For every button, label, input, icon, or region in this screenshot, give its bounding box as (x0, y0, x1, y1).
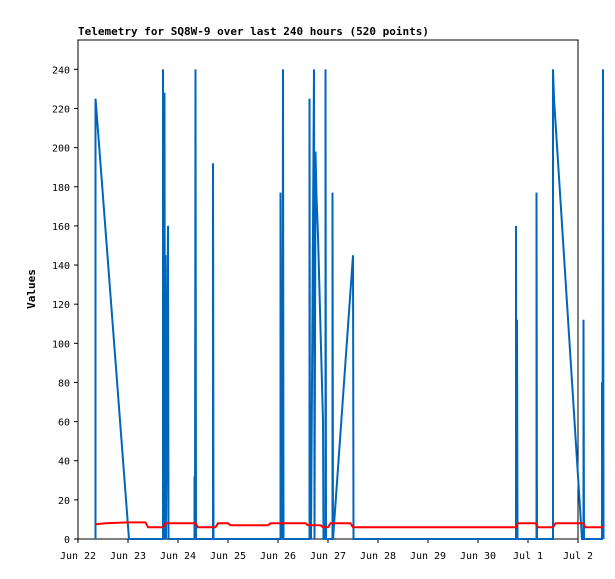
x-tick-label: Jun 23 (110, 551, 146, 562)
x-tick-label: Jun 29 (410, 551, 446, 562)
x-tick-label: Jun 26 (260, 551, 296, 562)
y-tick-label: 0 (64, 535, 70, 546)
chart-title: Telemetry for SQ8W-9 over last 240 hours… (78, 25, 429, 38)
y-axis: 0 20 40 60 80 100 120 140 160 180 200 220 240 (52, 65, 78, 546)
series-layer (94, 69, 605, 540)
y-tick-label: 20 (58, 496, 70, 507)
y-tick-label: 180 (52, 183, 70, 194)
x-tick-label: Jun 30 (460, 551, 496, 562)
y-tick-label: 200 (52, 144, 70, 155)
x-tick-label: Jun 22 (60, 551, 96, 562)
series-line-blue (94, 69, 605, 540)
y-tick-label: 160 (52, 222, 70, 233)
y-tick-label: 140 (52, 261, 70, 272)
x-tick-label: Jul 1 (513, 551, 543, 562)
y-tick-label: 80 (58, 378, 70, 389)
x-tick-label: Jun 24 (160, 551, 196, 562)
x-tick-label: Jun 28 (360, 551, 396, 562)
series-line-red (95, 521, 603, 529)
x-tick-label: Jun 25 (210, 551, 246, 562)
y-tick-label: 120 (52, 300, 70, 311)
y-tick-label: 220 (52, 104, 70, 115)
plot-frame (77, 39, 579, 540)
x-tick-label: Jul 2 (563, 551, 593, 562)
x-axis: Jun 22 Jun 23 Jun 24 Jun 25 Jun 26 Jun 27 Jun … (60, 539, 593, 562)
y-tick-label: 60 (58, 418, 70, 429)
y-axis-label: Values (25, 269, 38, 309)
x-tick-label: Jun 27 (310, 551, 346, 562)
y-tick-label: 240 (52, 65, 70, 76)
y-tick-label: 40 (58, 457, 70, 468)
y-tick-label: 100 (52, 339, 70, 350)
